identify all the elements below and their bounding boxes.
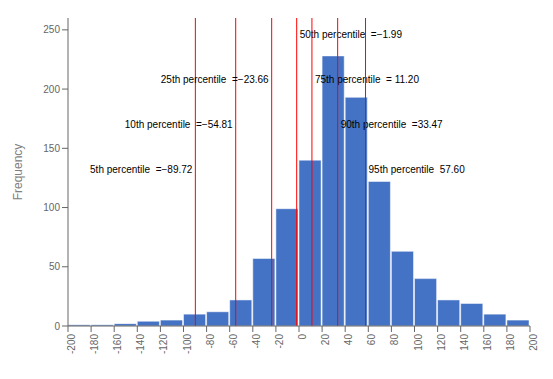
svg-text:-100: -100: [182, 334, 193, 354]
svg-text:95th percentile 57.60: 95th percentile 57.60: [369, 164, 466, 175]
svg-text:180: 180: [505, 334, 516, 351]
svg-text:-200: -200: [66, 334, 77, 354]
svg-text:200: 200: [43, 84, 60, 95]
svg-text:20: 20: [320, 334, 331, 346]
svg-text:60: 60: [366, 334, 377, 346]
svg-text:200: 200: [528, 334, 539, 351]
svg-text:160: 160: [482, 334, 493, 351]
svg-text:-80: -80: [205, 334, 216, 349]
svg-text:-180: -180: [89, 334, 100, 354]
svg-text:140: 140: [459, 334, 470, 351]
svg-text:Frequency: Frequency: [11, 144, 25, 201]
svg-text:100: 100: [413, 334, 424, 351]
svg-text:0: 0: [297, 334, 308, 340]
svg-text:25th percentile =−23.66: 25th percentile =−23.66: [161, 74, 269, 85]
svg-text:75th percentile = 11.20: 75th percentile = 11.20: [315, 74, 419, 85]
svg-text:-120: -120: [159, 334, 170, 354]
svg-text:-140: -140: [135, 334, 146, 354]
svg-text:50th percentile =−1.99: 50th percentile =−1.99: [300, 29, 403, 40]
svg-text:-60: -60: [228, 334, 239, 349]
svg-text:-20: -20: [274, 334, 285, 349]
svg-text:150: 150: [43, 143, 60, 154]
svg-text:50: 50: [49, 261, 61, 272]
svg-text:80: 80: [390, 334, 401, 346]
svg-text:40: 40: [343, 334, 354, 346]
svg-text:0: 0: [54, 321, 60, 332]
svg-text:-40: -40: [251, 334, 262, 349]
svg-text:250: 250: [43, 24, 60, 35]
svg-text:10th percentile =−54.81: 10th percentile =−54.81: [125, 119, 233, 130]
svg-text:90th percentile =33.47: 90th percentile =33.47: [341, 119, 443, 130]
svg-text:5th percentile =−89.72: 5th percentile =−89.72: [90, 164, 193, 175]
svg-text:120: 120: [436, 334, 447, 351]
svg-text:-160: -160: [112, 334, 123, 354]
svg-text:100: 100: [43, 202, 60, 213]
